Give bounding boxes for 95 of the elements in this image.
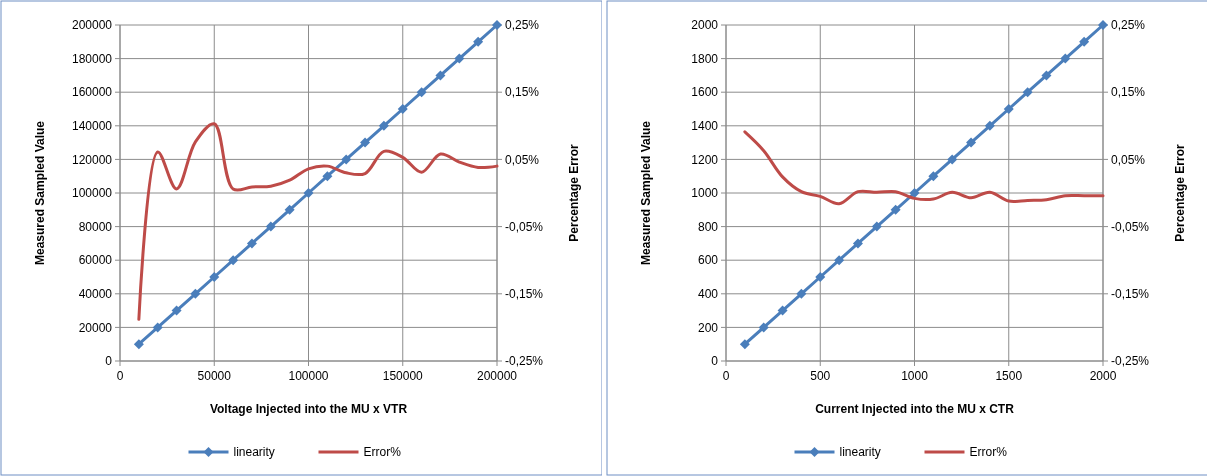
y-tick-label: 1400	[690, 119, 718, 133]
y-tick-label: 0	[710, 354, 718, 369]
point	[397, 104, 408, 114]
y-tick-label: 1800	[690, 51, 718, 66]
point	[814, 272, 825, 282]
y-axis-title: Measured Sampled Value	[638, 120, 653, 266]
y-tick-label: 100000	[71, 186, 113, 201]
legend-label: Error%	[969, 445, 1007, 460]
point	[416, 87, 427, 98]
y-tick-label: 1200	[690, 152, 718, 167]
point	[777, 305, 788, 316]
x-tick-label: 1500	[994, 369, 1022, 383]
point	[1040, 70, 1051, 81]
y-tick-label: 600	[697, 253, 718, 268]
x-axis-title: Voltage Injected into the MU x VTR	[209, 402, 408, 416]
y-tick-label: 180000	[71, 51, 113, 66]
point	[341, 154, 352, 165]
point	[795, 288, 806, 299]
point	[946, 154, 957, 165]
point	[152, 322, 163, 333]
y2-tick-label: 0,25%	[1110, 18, 1145, 33]
y2-axis-title: Percentage Error	[1172, 143, 1187, 242]
point	[435, 70, 446, 81]
point	[1003, 104, 1014, 114]
x-tick-label: 0	[722, 369, 730, 383]
x-tick-label: 150000	[382, 369, 424, 383]
y2-tick-label: 0,05%	[505, 152, 540, 167]
y2-tick-label: -0,25%	[1110, 354, 1149, 369]
y-tick-label: 400	[697, 287, 718, 301]
y-tick-label: 20000	[78, 320, 113, 335]
legend-label: linearity	[839, 445, 881, 460]
y2-tick-label: 0,15%	[1110, 85, 1145, 100]
point	[1078, 36, 1089, 47]
point	[378, 120, 389, 131]
point	[265, 221, 276, 232]
point	[133, 339, 144, 350]
point	[473, 36, 484, 47]
point	[965, 137, 976, 148]
y-tick-label: 1600	[690, 85, 718, 100]
y-axis-title: Measured Sampled Value	[33, 120, 47, 266]
point	[360, 137, 371, 148]
line-series	[742, 130, 1104, 206]
point	[1022, 87, 1033, 98]
y-tick-label: 140000	[71, 119, 113, 133]
y2-tick-label: -0,15%	[505, 287, 544, 301]
point	[890, 204, 901, 215]
x-tick-label: 2000	[1089, 369, 1117, 383]
point	[1097, 20, 1108, 30]
point	[322, 171, 333, 182]
y-tick-label: 60000	[78, 253, 113, 268]
point	[852, 238, 863, 249]
y-tick-label: 200000	[71, 18, 113, 33]
point	[303, 188, 314, 198]
point	[209, 272, 220, 282]
point	[171, 305, 182, 316]
y2-tick-label: -0,05%	[505, 219, 544, 234]
x-tick-label: 0	[116, 369, 124, 383]
point	[284, 204, 295, 215]
x-tick-label: 100000	[288, 369, 329, 383]
y2-tick-label: -0,15%	[1110, 287, 1149, 301]
y-tick-label: 0	[105, 354, 113, 369]
y-tick-label: 1000	[690, 186, 718, 201]
y-tick-label: 2000	[690, 18, 718, 33]
point	[454, 53, 465, 64]
x-tick-label: 1000	[900, 369, 928, 383]
legend-label: Error%	[363, 445, 402, 460]
point	[1059, 53, 1070, 64]
point	[927, 171, 938, 182]
y-tick-label: 200	[697, 320, 718, 335]
y-tick-label: 40000	[78, 287, 113, 301]
y2-tick-label: 0,05%	[1110, 152, 1145, 167]
y2-tick-label: -0,25%	[505, 354, 544, 369]
point	[739, 339, 750, 350]
point	[228, 255, 239, 266]
line-series	[137, 122, 499, 321]
x-tick-label: 500	[809, 369, 831, 383]
x-tick-label: 200000	[476, 369, 518, 383]
x-axis-title: Current Injected into the MU x CTR	[814, 402, 1014, 416]
y2-tick-label: -0,05%	[1110, 219, 1149, 234]
point	[758, 322, 769, 333]
point	[833, 255, 844, 266]
y-tick-label: 160000	[71, 85, 113, 100]
point	[871, 221, 882, 232]
legend-label: linearity	[233, 445, 275, 460]
x-tick-label: 50000	[197, 369, 232, 383]
point	[984, 120, 995, 131]
y-tick-label: 80000	[78, 219, 113, 234]
point	[246, 238, 257, 249]
point	[909, 188, 919, 198]
y2-axis-title: Percentage Error	[567, 143, 581, 242]
y-tick-label: 800	[697, 219, 718, 234]
y2-tick-label: 0,15%	[505, 85, 540, 100]
point	[190, 288, 201, 299]
y-tick-label: 120000	[71, 152, 113, 167]
y2-tick-label: 0,25%	[505, 18, 540, 33]
